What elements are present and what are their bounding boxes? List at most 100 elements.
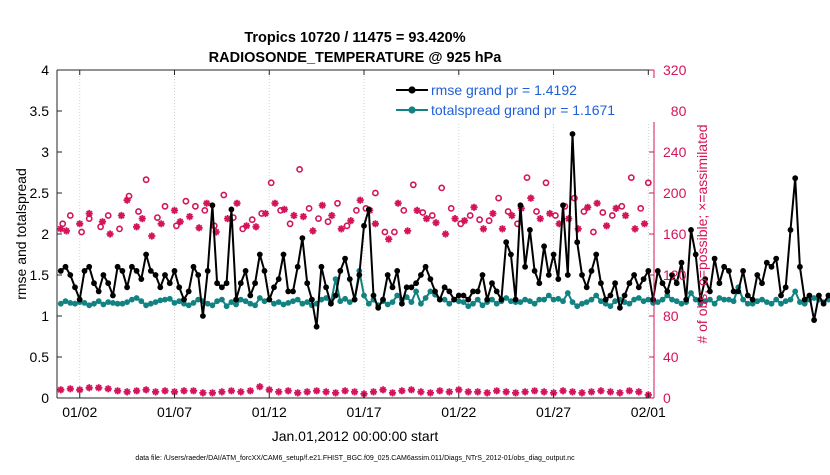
rmse-point bbox=[390, 284, 396, 290]
spread-point bbox=[636, 295, 642, 301]
y-tick-label-right: 320 bbox=[663, 62, 687, 78]
chart-title-line2: RADIOSONDE_TEMPERATURE @ 925 hPa bbox=[209, 50, 503, 66]
legend-marker-spread bbox=[408, 106, 415, 113]
rmse-point bbox=[191, 264, 197, 270]
spread-point bbox=[740, 297, 746, 303]
rmse-point bbox=[574, 239, 580, 245]
spread-point bbox=[475, 297, 481, 303]
y-tick-label-left: 0.5 bbox=[30, 349, 50, 365]
rmse-point bbox=[518, 202, 524, 208]
rmse-point bbox=[608, 293, 614, 299]
rmse-point bbox=[110, 293, 116, 299]
rmse-point bbox=[181, 297, 187, 303]
obs-assimilated-point bbox=[470, 204, 477, 211]
rmse-point bbox=[627, 280, 633, 286]
x-axis-label: Jan.01,2012 00:00:00 start bbox=[272, 428, 439, 444]
y-tick-label-left: 1 bbox=[41, 308, 49, 324]
rmse-point bbox=[399, 301, 405, 307]
rmse-point bbox=[304, 280, 310, 286]
x-tick-label: 01/22 bbox=[441, 404, 476, 420]
rmse-point bbox=[243, 268, 249, 274]
rmse-point bbox=[807, 293, 813, 299]
y-tick-label-right: 80 bbox=[663, 308, 679, 324]
legend-marker-rmse bbox=[408, 86, 415, 93]
obs-assimilated-point bbox=[203, 200, 210, 207]
spread-point bbox=[788, 297, 794, 303]
rmse-point bbox=[484, 297, 490, 303]
rmse-point bbox=[631, 272, 637, 278]
rmse-point bbox=[503, 239, 509, 245]
spread-point bbox=[361, 293, 367, 299]
spread-point bbox=[134, 295, 140, 301]
rmse-point bbox=[205, 268, 211, 274]
obs-assimilated-point bbox=[641, 220, 648, 227]
spread-point bbox=[191, 300, 197, 306]
spread-point bbox=[712, 301, 718, 307]
y-tick-label-right: 160 bbox=[663, 226, 687, 242]
rmse-point bbox=[759, 280, 765, 286]
rmse-point bbox=[432, 289, 438, 295]
rmse-point bbox=[229, 207, 235, 213]
y-tick-label-right: 200 bbox=[663, 185, 687, 201]
rmse-point bbox=[769, 264, 775, 270]
y-tick-label-left: 2.5 bbox=[30, 185, 50, 201]
rmse-point bbox=[641, 276, 647, 282]
rmse-point bbox=[200, 313, 206, 319]
rmse-point bbox=[195, 272, 201, 278]
rmse-point bbox=[811, 317, 817, 323]
spread-point bbox=[470, 301, 476, 307]
rmse-point bbox=[162, 272, 168, 278]
rmse-point bbox=[593, 252, 599, 258]
rmse-point bbox=[148, 268, 154, 274]
legend: rmse grand pr = 1.4192 totalspread grand… bbox=[392, 78, 670, 122]
rmse-point bbox=[77, 297, 83, 303]
spread-point bbox=[608, 303, 614, 309]
x-tick-label: 01/02 bbox=[62, 404, 97, 420]
rmse-point bbox=[499, 297, 505, 303]
rmse-point bbox=[622, 293, 628, 299]
spread-point bbox=[295, 297, 301, 303]
spread-point bbox=[792, 289, 798, 295]
rmse-point bbox=[63, 264, 69, 270]
rmse-point bbox=[58, 268, 64, 274]
x-tick-label: 01/12 bbox=[252, 404, 287, 420]
rmse-point bbox=[96, 289, 102, 295]
rmse-point bbox=[72, 284, 78, 290]
rmse-point bbox=[281, 252, 287, 258]
spread-point bbox=[409, 299, 415, 305]
x-tick-label: 01/27 bbox=[536, 404, 571, 420]
spread-point bbox=[413, 289, 419, 295]
rmse-point bbox=[536, 280, 542, 286]
rmse-point bbox=[356, 272, 362, 278]
rmse-point bbox=[555, 276, 561, 282]
rmse-point bbox=[489, 280, 495, 286]
rmse-point bbox=[394, 268, 400, 274]
rmse-point bbox=[513, 297, 519, 303]
rmse-point bbox=[120, 268, 126, 274]
rmse-point bbox=[565, 272, 571, 278]
rmse-point bbox=[238, 280, 244, 286]
y-tick-label-left: 4 bbox=[41, 62, 49, 78]
spread-point bbox=[366, 301, 372, 307]
rmse-point bbox=[257, 252, 263, 258]
rmse-point bbox=[636, 284, 642, 290]
rmse-point bbox=[650, 297, 656, 303]
spread-point bbox=[423, 295, 429, 301]
obs-assimilated-point bbox=[372, 220, 379, 227]
rmse-point bbox=[792, 175, 798, 181]
obs-assimilated-point bbox=[233, 200, 240, 207]
rmse-point bbox=[717, 280, 723, 286]
legend-label-rmse: rmse grand pr = 1.4192 bbox=[431, 82, 577, 98]
rmse-point bbox=[138, 276, 144, 282]
rmse-point bbox=[413, 280, 419, 286]
rmse-point bbox=[224, 280, 230, 286]
spread-point bbox=[257, 295, 263, 301]
rmse-point bbox=[385, 272, 391, 278]
rmse-point bbox=[418, 272, 424, 278]
rmse-point bbox=[314, 324, 320, 330]
y-tick-label-left: 2 bbox=[41, 226, 49, 242]
rmse-point bbox=[86, 264, 92, 270]
rmse-point bbox=[584, 284, 590, 290]
rmse-point bbox=[366, 207, 372, 213]
